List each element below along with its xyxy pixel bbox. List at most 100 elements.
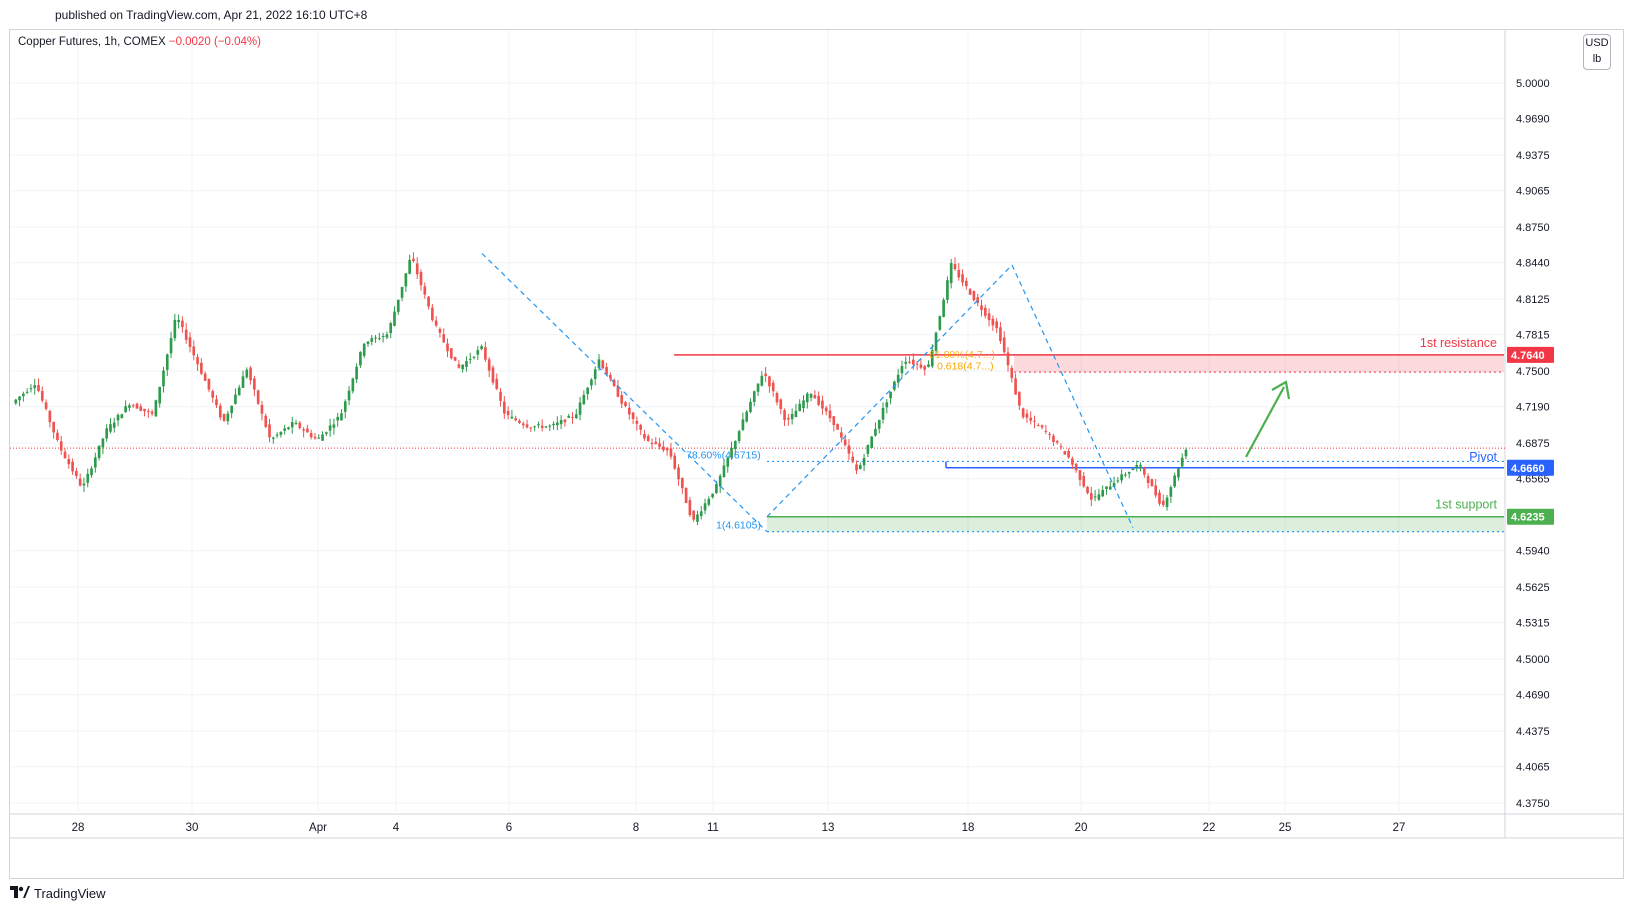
candle-body bbox=[484, 347, 487, 360]
candle-body bbox=[730, 448, 733, 458]
candle-body bbox=[431, 307, 434, 321]
candle-body bbox=[306, 428, 309, 433]
candle-body bbox=[692, 510, 696, 520]
candle-body bbox=[991, 318, 995, 326]
candle-body bbox=[446, 343, 449, 352]
candle-body bbox=[150, 411, 154, 414]
candle-body bbox=[234, 394, 237, 404]
candle-body bbox=[862, 457, 866, 466]
candle-body bbox=[646, 436, 650, 441]
candle-body bbox=[650, 442, 654, 445]
candle-body bbox=[177, 319, 180, 323]
candle-body bbox=[518, 420, 521, 423]
candle-body bbox=[211, 391, 215, 398]
candle-body bbox=[165, 354, 169, 370]
candle-body bbox=[143, 408, 146, 412]
candle-body bbox=[870, 436, 873, 448]
candle-body bbox=[128, 405, 131, 408]
candle-body bbox=[487, 359, 491, 371]
candle-body bbox=[877, 419, 881, 429]
candle-body bbox=[1036, 425, 1040, 427]
candle-body bbox=[779, 399, 783, 409]
candle-body bbox=[434, 320, 438, 326]
candle-body bbox=[1014, 378, 1017, 395]
candle-body bbox=[162, 370, 165, 387]
candle-body bbox=[548, 425, 552, 427]
y-tick-label: 4.5940 bbox=[1516, 546, 1550, 558]
candle-body bbox=[317, 437, 321, 439]
candle-body bbox=[1063, 451, 1067, 455]
candle-body bbox=[109, 424, 112, 432]
candle-body bbox=[567, 415, 571, 418]
candle-body bbox=[393, 311, 396, 326]
candle-body bbox=[63, 451, 67, 459]
candle-body bbox=[836, 424, 839, 430]
candle-body bbox=[930, 350, 934, 367]
candle-body bbox=[813, 394, 817, 399]
candle-body bbox=[200, 362, 203, 374]
candle-body bbox=[995, 321, 998, 329]
candle-body bbox=[1044, 430, 1048, 432]
candle-body bbox=[938, 316, 942, 330]
candle-body bbox=[412, 258, 415, 262]
candle-body bbox=[169, 338, 173, 354]
candle-body bbox=[707, 498, 711, 505]
fib-trend-line-1 bbox=[481, 253, 768, 533]
candle-body bbox=[658, 443, 661, 447]
candle-body bbox=[1127, 472, 1131, 474]
candle-body bbox=[71, 461, 74, 472]
candle-body bbox=[29, 388, 33, 390]
candle-body bbox=[851, 456, 855, 462]
y-tick-label: 4.4375 bbox=[1516, 726, 1550, 738]
x-tick-label: 28 bbox=[72, 822, 85, 834]
candle-body bbox=[283, 428, 286, 431]
candle-body bbox=[495, 378, 499, 389]
candle-body bbox=[787, 417, 790, 420]
candle-body bbox=[559, 420, 563, 425]
unit-label: lb bbox=[1592, 53, 1602, 65]
candle-body bbox=[465, 361, 468, 367]
candle-body bbox=[942, 299, 945, 317]
candle-body bbox=[343, 401, 347, 412]
candle-body bbox=[1143, 467, 1146, 475]
candle-body bbox=[480, 346, 483, 350]
candle-body bbox=[173, 319, 177, 339]
y-tick-label: 4.5315 bbox=[1516, 618, 1550, 630]
candle-body bbox=[699, 511, 703, 517]
candle-body bbox=[817, 395, 820, 405]
candle-body bbox=[1165, 497, 1169, 508]
candle-body bbox=[37, 384, 40, 391]
candle-body bbox=[268, 424, 271, 438]
candle-body bbox=[1154, 485, 1158, 496]
candle-body bbox=[347, 390, 351, 401]
candle-body bbox=[332, 424, 336, 428]
candle-body bbox=[749, 401, 752, 412]
y-tick-label: 4.8440 bbox=[1516, 258, 1550, 270]
currency-unit-selector[interactable]: USD lb bbox=[1583, 34, 1611, 70]
candle-body bbox=[355, 366, 358, 380]
resistance-zone bbox=[1014, 354, 1504, 373]
tradingview-brand[interactable]: TradingView bbox=[10, 886, 106, 901]
candle-body bbox=[1048, 433, 1051, 435]
candle-body bbox=[67, 458, 71, 465]
candle-body bbox=[389, 323, 393, 334]
bullish-arrow-head bbox=[1271, 380, 1291, 400]
candle-body bbox=[1108, 486, 1112, 490]
candle-body bbox=[75, 470, 78, 476]
candle-body bbox=[752, 391, 756, 402]
candle-body bbox=[423, 286, 427, 295]
candle-body bbox=[965, 280, 968, 287]
x-tick-label: 30 bbox=[186, 822, 199, 834]
candle-body bbox=[972, 291, 976, 301]
candle-body bbox=[1135, 465, 1139, 467]
candle-body bbox=[597, 359, 601, 369]
candle-body bbox=[639, 425, 642, 430]
candle-body bbox=[609, 374, 612, 379]
candle-body bbox=[828, 410, 832, 419]
candle-body bbox=[449, 348, 453, 359]
candle-body bbox=[1105, 486, 1108, 490]
candle-body bbox=[1029, 417, 1033, 421]
candle-body bbox=[124, 406, 127, 413]
candle-body bbox=[302, 429, 305, 431]
